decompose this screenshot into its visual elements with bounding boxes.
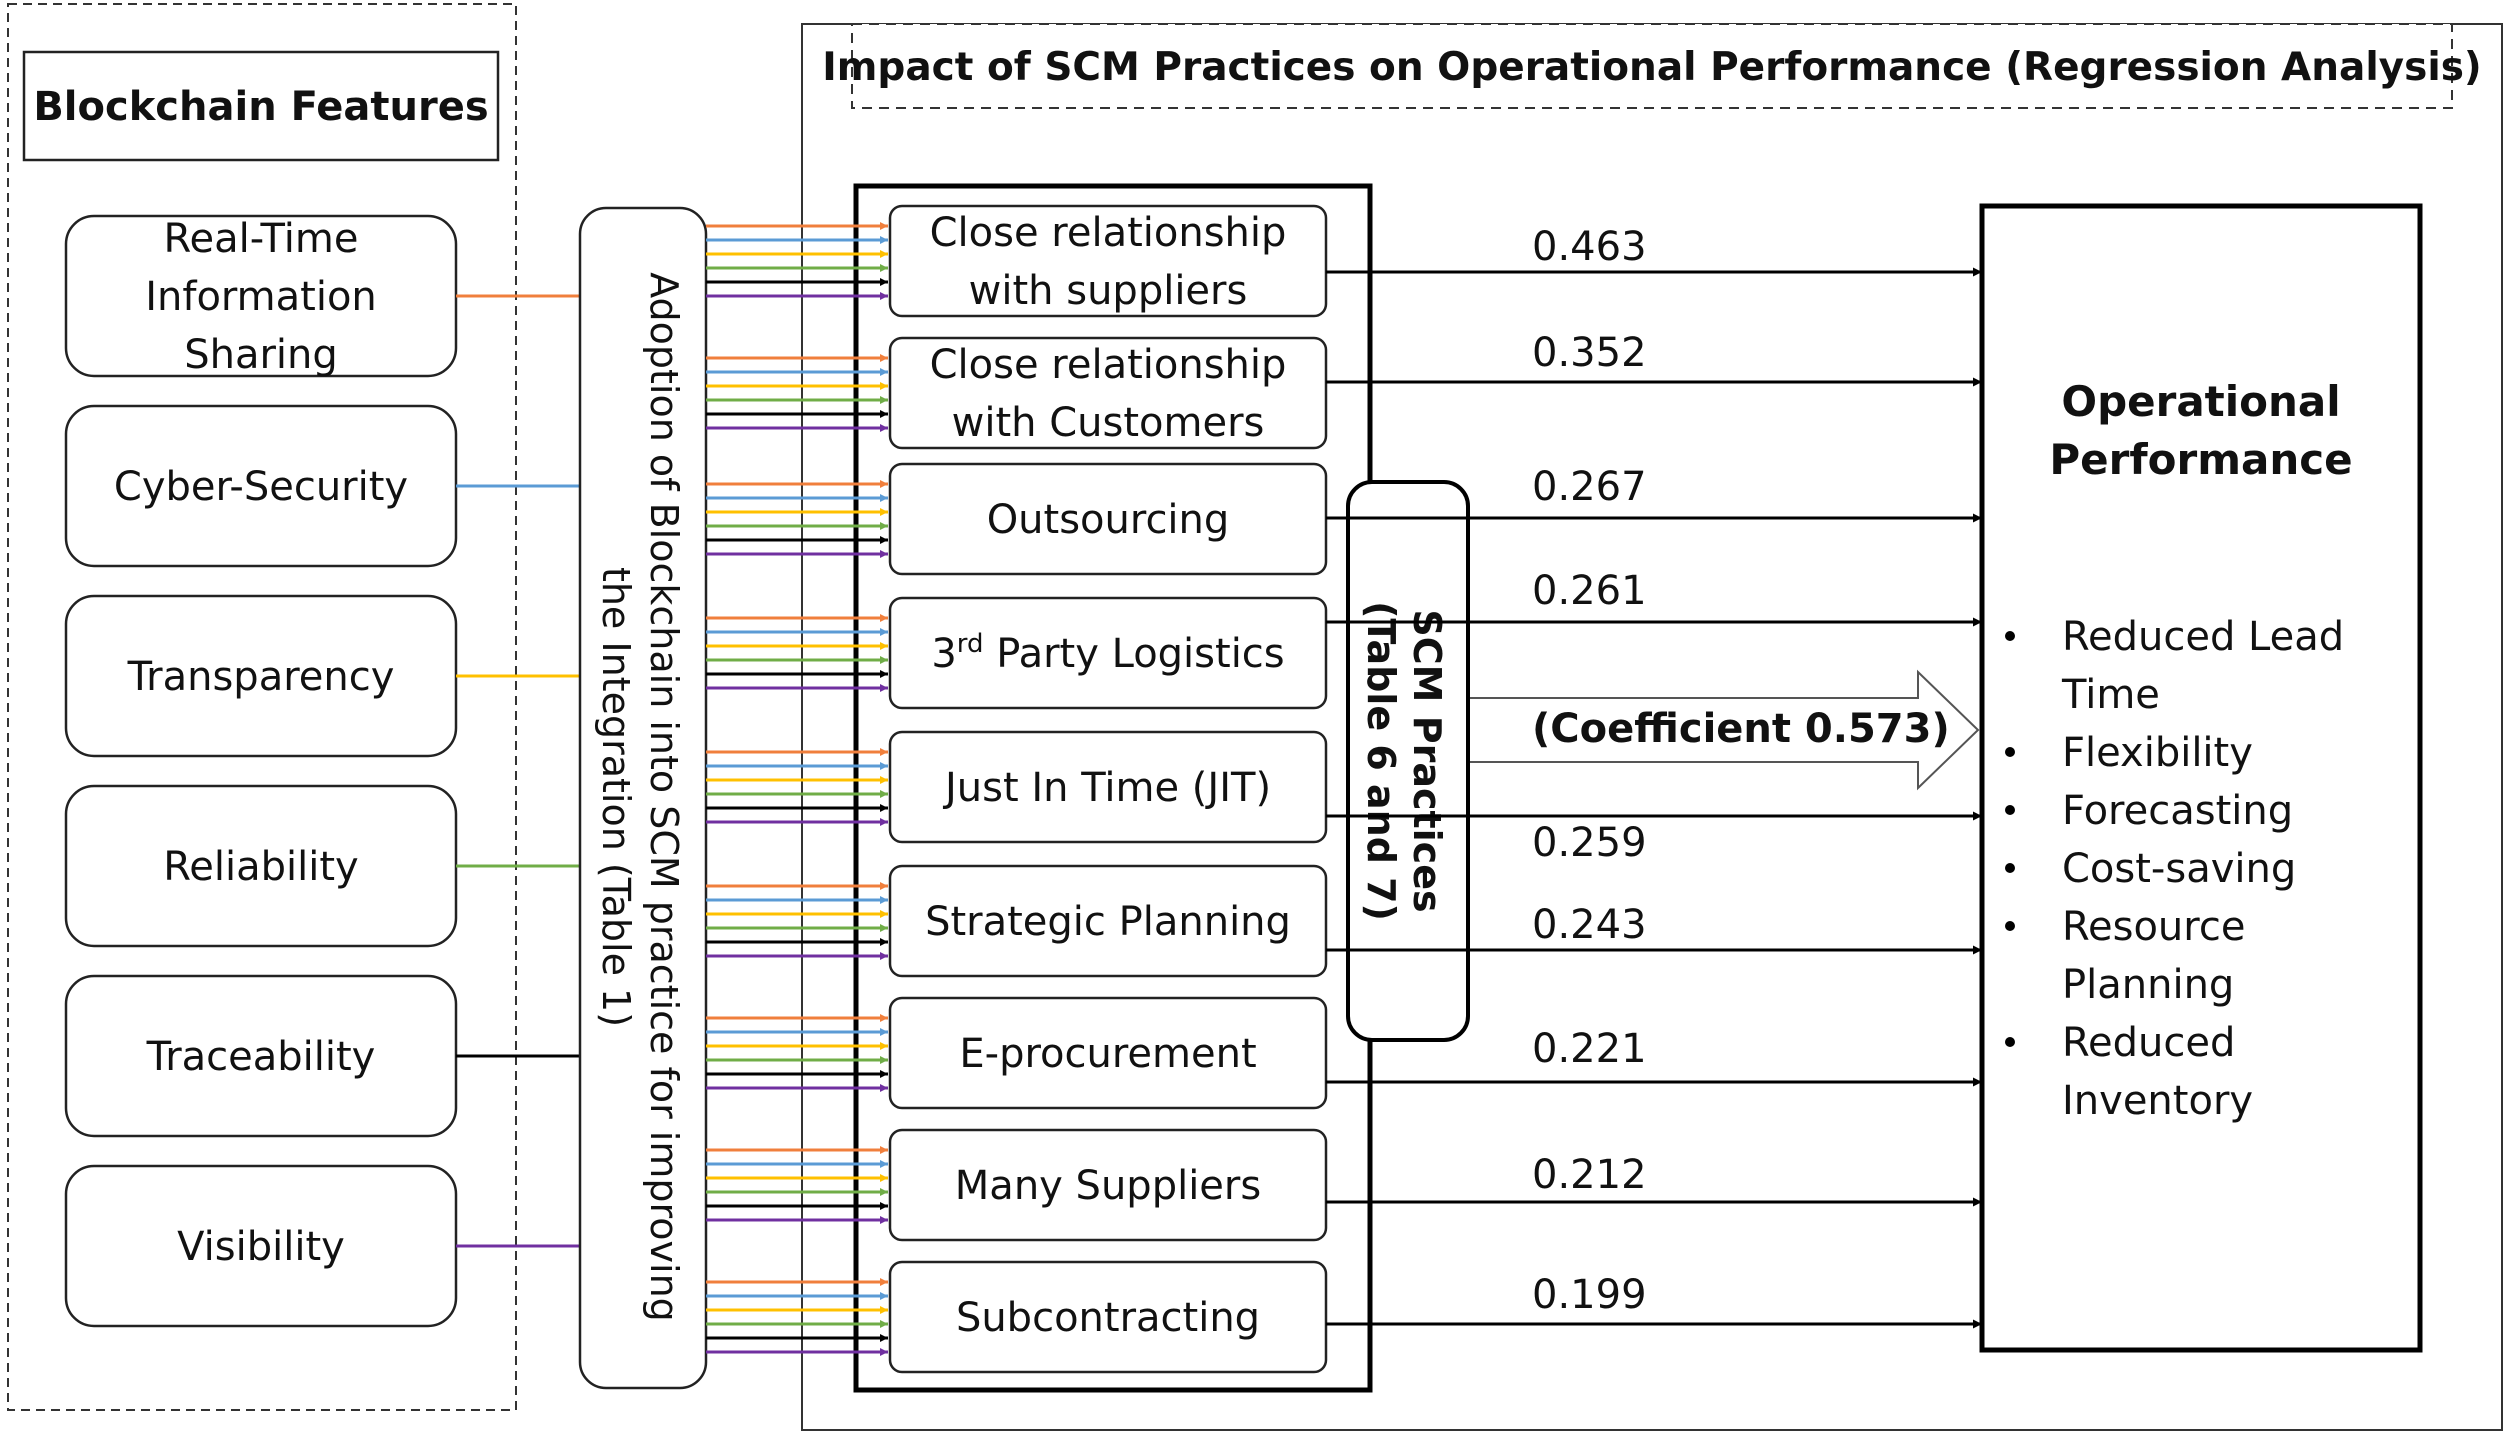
adoption-text-line: the Integration (Table 1) bbox=[594, 567, 638, 1027]
scm-text-line: (Table 6 and 7) bbox=[1359, 601, 1403, 921]
analysis-title-box bbox=[851, 23, 2453, 109]
features-panel bbox=[7, 3, 517, 1411]
bullet-dot bbox=[2005, 631, 2015, 641]
coefficient-label: 0.267 bbox=[1532, 464, 1647, 510]
op-title-line: Performance bbox=[2049, 435, 2352, 484]
practice-label: Many Suppliers bbox=[955, 1163, 1261, 1209]
analysis-title: Impact of SCM Practices on Operational P… bbox=[822, 45, 2481, 90]
practice-box bbox=[888, 864, 1328, 978]
practice-label: Outsourcing bbox=[987, 497, 1230, 543]
bullet-dot bbox=[2005, 1037, 2015, 1047]
adoption-box bbox=[578, 206, 708, 1390]
coefficient-label: 0.259 bbox=[1532, 820, 1647, 866]
bullet-text: Reduced bbox=[2062, 1020, 2235, 1066]
practice-box bbox=[888, 204, 1328, 318]
feature-label: Transparency bbox=[127, 654, 395, 700]
feature-label: Information bbox=[145, 274, 377, 320]
bullet-dot bbox=[2005, 863, 2015, 873]
bullet-text: Forecasting bbox=[2062, 788, 2293, 834]
feature-label: Reliability bbox=[163, 844, 358, 890]
bullet-text: Resource bbox=[2062, 904, 2245, 950]
op-title-line: Operational bbox=[2061, 377, 2340, 426]
practice-label: Strategic Planning bbox=[925, 899, 1291, 945]
coefficient-label: 0.221 bbox=[1532, 1026, 1647, 1072]
coefficient-label: 0.261 bbox=[1532, 568, 1647, 614]
bullet-text: Inventory bbox=[2062, 1078, 2253, 1124]
practice-label: E-procurement bbox=[959, 1031, 1256, 1077]
practice-label: 3rd Party Logistics bbox=[931, 629, 1284, 677]
bullet-dot bbox=[2005, 921, 2015, 931]
coefficient-label: 0.212 bbox=[1532, 1152, 1647, 1198]
coefficient-label: 0.352 bbox=[1532, 330, 1647, 376]
practice-box bbox=[888, 1260, 1328, 1374]
bullet-text: Time bbox=[2061, 672, 2160, 718]
overall-coefficient: (Coefficient 0.573) bbox=[1532, 706, 1950, 752]
practice-label: with Customers bbox=[952, 400, 1265, 446]
bullet-dot bbox=[2005, 747, 2015, 757]
practice-box bbox=[888, 730, 1328, 844]
practice-label: Close relationship bbox=[930, 210, 1287, 256]
feature-label: Cyber-Security bbox=[114, 464, 408, 510]
adoption-text: Adoption of Blockchain into SCM practice… bbox=[594, 272, 686, 1322]
features-group: Real-Time Information Sharing Cyber-Securit… bbox=[64, 214, 580, 1328]
practice-label: with suppliers bbox=[969, 268, 1248, 314]
features-title: Blockchain Features bbox=[33, 84, 488, 130]
practice-label: Subcontracting bbox=[956, 1295, 1260, 1341]
feature-arrows bbox=[706, 222, 888, 1356]
practice-label: Close relationship bbox=[930, 342, 1287, 388]
adoption-text-line: Adoption of Blockchain into SCM practice… bbox=[642, 272, 686, 1322]
bullet-text: Planning bbox=[2062, 962, 2234, 1008]
feature-label: Sharing bbox=[184, 332, 338, 378]
overall-arrow bbox=[1470, 669, 1980, 791]
practices-group: Close relationship with suppliers Close re… bbox=[888, 204, 1328, 1374]
scm-text-line: SCM Practices bbox=[1405, 609, 1449, 912]
feature-label: Traceability bbox=[146, 1034, 376, 1080]
operational-performance-title: Operational Performance bbox=[2049, 377, 2352, 484]
bullet-text: Flexibility bbox=[2062, 730, 2253, 776]
practice-box bbox=[888, 596, 1328, 710]
practice-box bbox=[888, 336, 1328, 450]
bullet-text: Reduced Lead bbox=[2062, 614, 2344, 660]
operational-performance-list: Reduced Lead Time Flexibility Forecasting Co… bbox=[2005, 614, 2344, 1124]
coefficient-group: 0.463 0.352 0.267 0.261 0.259 0.243 0.221 0.212… bbox=[1326, 224, 1982, 1329]
bullet-text: Cost-saving bbox=[2062, 846, 2296, 892]
feature-label: Real-Time bbox=[164, 216, 359, 262]
features-title-box bbox=[22, 50, 500, 162]
scm-text: SCM Practices(Table 6 and 7) bbox=[1359, 601, 1449, 921]
coefficient-label: 0.243 bbox=[1532, 902, 1647, 948]
bullet-dot bbox=[2005, 805, 2015, 815]
practice-label: Just In Time (JIT) bbox=[942, 765, 1271, 811]
practice-box bbox=[888, 996, 1328, 1110]
operational-performance-box bbox=[1979, 203, 2423, 1353]
coefficient-label: 0.199 bbox=[1532, 1272, 1647, 1318]
coefficient-label: 0.463 bbox=[1532, 224, 1647, 270]
practice-box bbox=[888, 1128, 1328, 1242]
feature-label: Visibility bbox=[177, 1224, 345, 1270]
